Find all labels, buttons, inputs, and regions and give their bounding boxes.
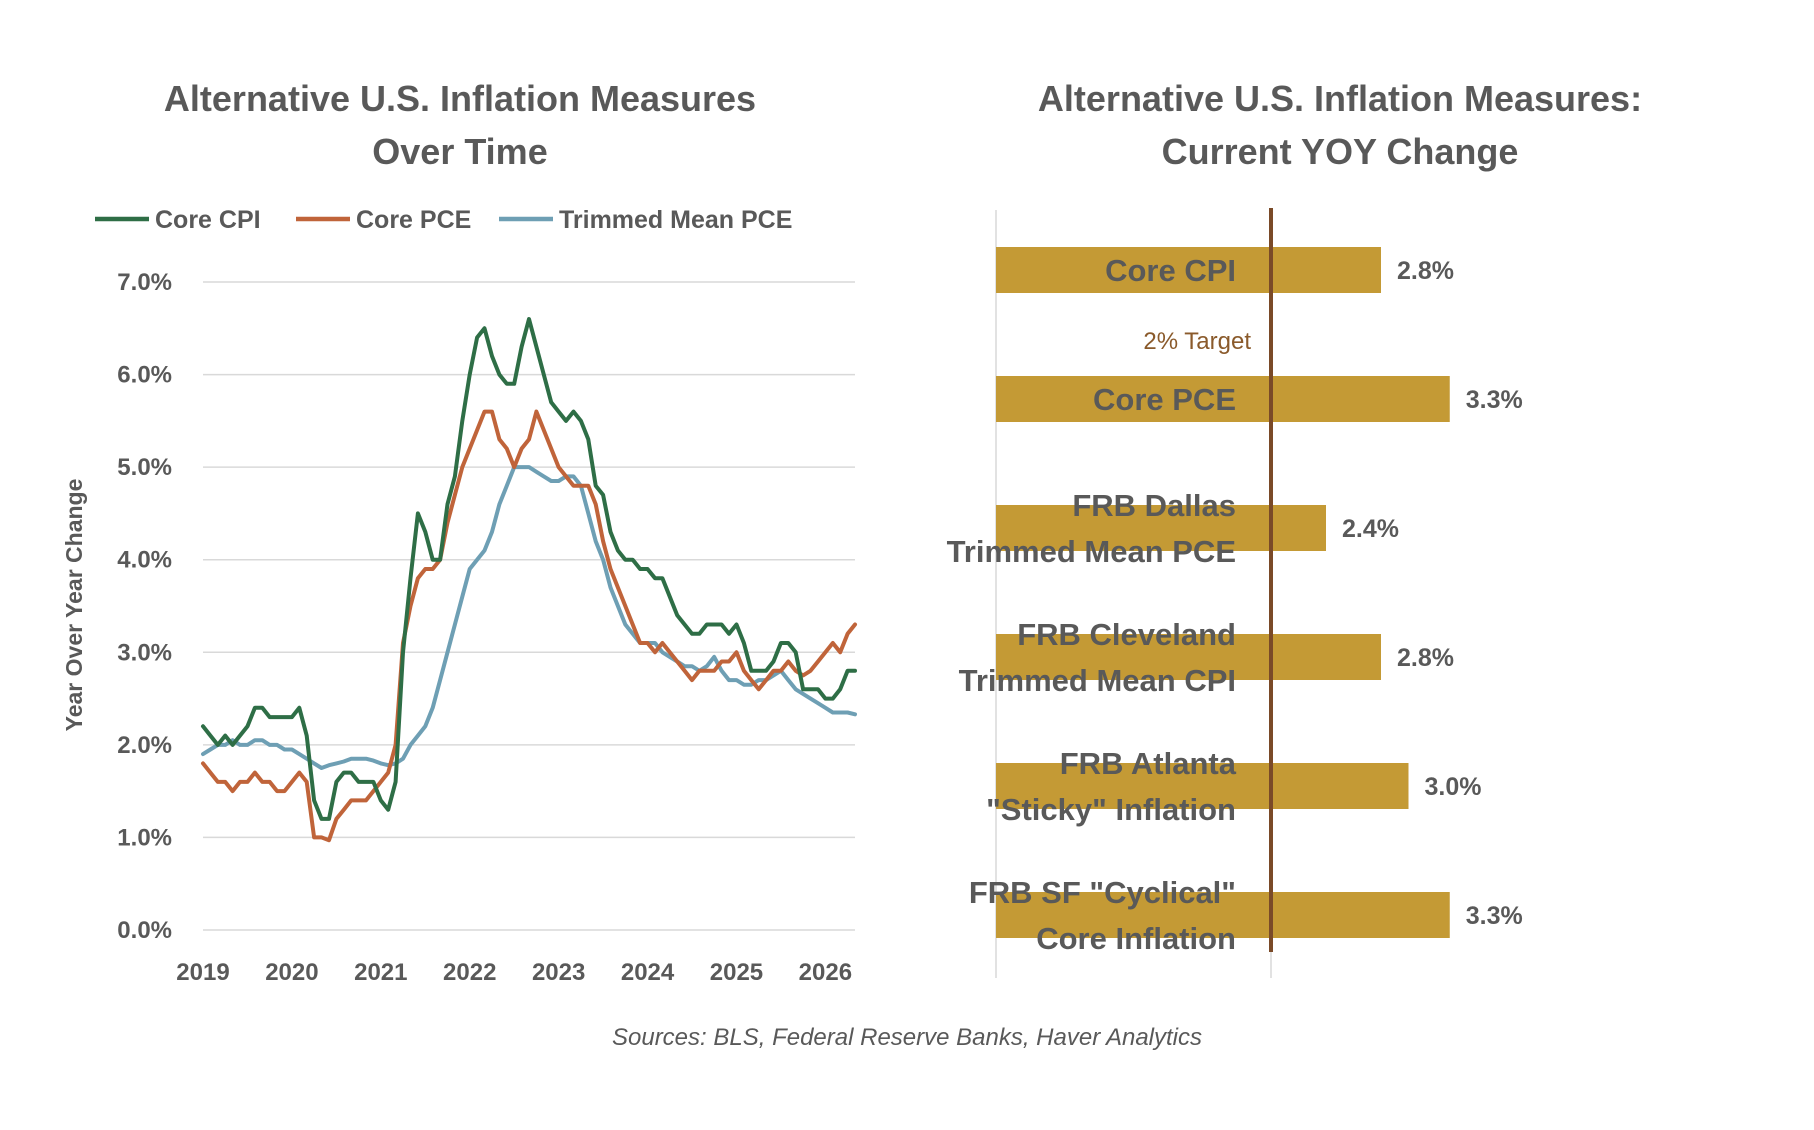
x-tick-label: 2020	[265, 959, 318, 986]
right-title-line-1: Alternative U.S. Inflation Measures:	[1037, 78, 1643, 119]
bar-category-label: Core CPI	[1105, 253, 1236, 288]
bar-value-label: 2.8%	[1397, 644, 1454, 672]
bar-chart-target-line: 2% Target	[1143, 208, 1273, 952]
bar-category-label: Core Inflation	[1036, 921, 1236, 956]
bar-value-label: 2.8%	[1397, 257, 1454, 285]
series-line-core-pce	[201, 409, 857, 843]
bar-category-label: FRB Cleveland	[1017, 617, 1236, 652]
y-tick-label: 7.0%	[117, 269, 172, 296]
legend-label: Trimmed Mean PCE	[559, 206, 792, 234]
line-chart-legend: Core CPI Core PCE Trimmed Mean PCE	[95, 206, 792, 234]
right-title-line-2: Current YOY Change	[1161, 131, 1519, 172]
bar-chart-bars	[995, 210, 1450, 978]
legend-label: Core CPI	[155, 206, 261, 234]
bar	[996, 634, 1381, 680]
target-line-label: 2% Target	[1143, 328, 1251, 355]
x-tick-label: 2022	[443, 959, 496, 986]
x-tick-label: 2026	[799, 959, 852, 986]
line-chart-y-axis-label: Year Over Year Change	[61, 479, 87, 732]
bar-value-label: 3.3%	[1466, 902, 1523, 930]
bar-chart-category-labels: Core CPI Core PCE FRB Dallas Trimmed Mean P…	[947, 253, 1237, 956]
bar-category-label: FRB SF "Cyclical"	[969, 875, 1236, 910]
bar-chart-value-labels: 2.8% 3.3% 2.4% 2.8% 3.0% 3.3%	[1342, 257, 1523, 930]
y-tick-label: 4.0%	[117, 547, 172, 574]
legend-label: Core PCE	[356, 206, 471, 234]
series-line-core-cpi	[201, 317, 857, 821]
bar-category-label: FRB Atlanta	[1060, 746, 1237, 781]
x-tick-label: 2021	[354, 959, 407, 986]
y-tick-label: 1.0%	[117, 824, 172, 851]
bar-value-label: 3.3%	[1466, 386, 1523, 414]
left-title-line-2: Over Time	[372, 131, 548, 172]
x-tick-label: 2024	[621, 959, 675, 986]
y-tick-label: 0.0%	[117, 917, 172, 944]
bar	[996, 892, 1450, 938]
left-chart-title: Alternative U.S. Inflation Measures Over…	[90, 72, 830, 178]
bar-value-label: 2.4%	[1342, 515, 1399, 543]
bar-category-label: Core PCE	[1093, 382, 1236, 417]
bar-category-label: Trimmed Mean PCE	[947, 534, 1236, 569]
bar	[996, 763, 1409, 809]
right-chart-title: Alternative U.S. Inflation Measures: Cur…	[980, 72, 1700, 178]
y-tick-label: 2.0%	[117, 732, 172, 759]
line-chart-x-ticks: 2019 2020 2021 2022 2023 2024 2025 2026	[176, 959, 852, 986]
bar	[996, 376, 1450, 422]
x-tick-label: 2019	[176, 959, 229, 986]
y-tick-label: 3.0%	[117, 639, 172, 666]
y-tick-label: 6.0%	[117, 362, 172, 389]
x-tick-label: 2023	[532, 959, 585, 986]
left-title-line-1: Alternative U.S. Inflation Measures	[163, 78, 757, 119]
bar-category-label: Trimmed Mean CPI	[959, 663, 1236, 698]
y-tick-label: 5.0%	[117, 454, 172, 481]
x-tick-label: 2025	[710, 959, 763, 986]
bar	[996, 247, 1381, 293]
bar-category-label: FRB Dallas	[1072, 488, 1236, 523]
bar-value-label: 3.0%	[1425, 773, 1482, 801]
source-note: Sources: BLS, Federal Reserve Banks, Hav…	[611, 1024, 1203, 1051]
bar-category-label: "Sticky" Inflation	[986, 792, 1236, 827]
line-chart-y-ticks: 0.0% 1.0% 2.0% 3.0% 4.0% 5.0% 6.0% 7.0%	[117, 269, 172, 944]
line-chart-series	[201, 317, 857, 843]
